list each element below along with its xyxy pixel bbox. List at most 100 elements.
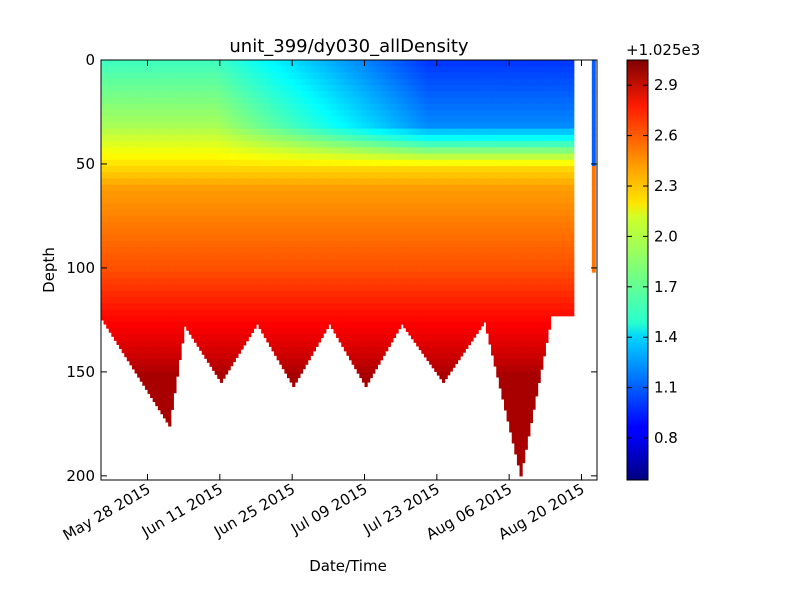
density-cell bbox=[292, 103, 296, 111]
density-cell bbox=[165, 153, 169, 161]
density-cell bbox=[243, 284, 247, 292]
density-column bbox=[302, 60, 306, 370]
density-column bbox=[250, 60, 255, 333]
density-cell bbox=[307, 166, 311, 173]
density-cell bbox=[330, 240, 335, 248]
density-cell bbox=[168, 116, 172, 123]
density-cell bbox=[328, 91, 332, 99]
density-cell bbox=[137, 97, 141, 105]
density-cell bbox=[292, 384, 296, 388]
density-cell bbox=[230, 259, 234, 267]
density-cell bbox=[299, 184, 304, 192]
density-column bbox=[256, 60, 260, 325]
density-cell bbox=[354, 247, 358, 254]
density-cell bbox=[299, 141, 304, 148]
density-cell bbox=[219, 109, 224, 117]
density-cell bbox=[346, 278, 350, 286]
density-cell bbox=[333, 116, 337, 123]
density-cell bbox=[261, 60, 265, 67]
density-cell bbox=[281, 253, 286, 261]
density-cell bbox=[289, 365, 293, 373]
density-cell bbox=[113, 103, 118, 111]
density-cell bbox=[268, 203, 273, 211]
density-cell bbox=[150, 359, 154, 367]
density-cell bbox=[152, 247, 156, 254]
density-cell bbox=[227, 134, 231, 142]
density-cell bbox=[165, 309, 169, 317]
density-cell bbox=[349, 228, 353, 236]
density-cell bbox=[276, 84, 280, 92]
density-cell bbox=[217, 153, 221, 161]
density-cell bbox=[315, 184, 319, 192]
density-cell bbox=[310, 172, 314, 180]
density-cell bbox=[276, 222, 280, 230]
density-cell bbox=[253, 197, 257, 205]
density-cell bbox=[163, 203, 167, 211]
density-cell bbox=[263, 190, 267, 198]
density-cell bbox=[227, 315, 231, 323]
density-cell bbox=[243, 116, 247, 123]
density-cell bbox=[256, 184, 260, 192]
density-cell bbox=[209, 284, 213, 292]
density-cell bbox=[142, 378, 146, 385]
density-cell bbox=[356, 346, 360, 354]
density-cell bbox=[351, 147, 355, 155]
density-cell bbox=[323, 321, 327, 329]
density-cell bbox=[320, 60, 324, 67]
density-cell bbox=[271, 109, 275, 117]
density-cell bbox=[263, 259, 267, 267]
density-cell bbox=[152, 72, 156, 80]
density-cell bbox=[328, 215, 332, 223]
density-cell bbox=[328, 228, 332, 236]
density-cell bbox=[209, 303, 213, 311]
density-cell bbox=[245, 190, 249, 198]
density-cell bbox=[356, 147, 360, 155]
density-cell bbox=[106, 147, 110, 155]
density-cell bbox=[106, 290, 110, 298]
density-cell bbox=[336, 315, 340, 323]
density-cell bbox=[289, 346, 293, 354]
density-cell bbox=[227, 209, 231, 217]
density-cell bbox=[354, 209, 358, 217]
density-cell bbox=[287, 284, 291, 292]
density-cell bbox=[108, 209, 112, 217]
density-cell bbox=[157, 215, 162, 223]
density-cell bbox=[144, 384, 149, 390]
density-cell bbox=[276, 359, 280, 361]
density-cell bbox=[212, 284, 216, 292]
density-cell bbox=[183, 147, 187, 155]
density-cell bbox=[230, 116, 234, 123]
density-cell bbox=[173, 209, 177, 217]
density-cell bbox=[305, 128, 309, 136]
density-cell bbox=[299, 371, 304, 374]
density-cell bbox=[132, 103, 136, 111]
density-cell bbox=[121, 222, 125, 230]
density-cell bbox=[263, 265, 267, 273]
density-cell bbox=[297, 240, 301, 248]
density-cell bbox=[217, 346, 221, 354]
density-cell bbox=[111, 128, 115, 136]
density-column bbox=[268, 60, 273, 347]
density-cell bbox=[294, 290, 298, 298]
density-cell bbox=[302, 365, 306, 370]
density-cell bbox=[261, 141, 265, 148]
density-cell bbox=[356, 234, 360, 242]
density-cell bbox=[155, 222, 159, 230]
density-cell bbox=[323, 203, 327, 211]
density-cell bbox=[287, 234, 291, 242]
density-cell bbox=[276, 91, 280, 99]
density-cell bbox=[188, 128, 193, 136]
density-cell bbox=[325, 203, 329, 211]
density-cell bbox=[106, 209, 110, 217]
density-cell bbox=[222, 122, 226, 130]
density-cell bbox=[307, 147, 311, 155]
density-cell bbox=[175, 334, 180, 342]
density-cell bbox=[121, 116, 125, 123]
density-cell bbox=[181, 240, 185, 248]
density-cell bbox=[157, 97, 162, 105]
density-cell bbox=[222, 272, 226, 279]
density-cell bbox=[336, 197, 340, 205]
density-cell bbox=[155, 109, 159, 117]
density-cell bbox=[155, 190, 159, 198]
density-cell bbox=[219, 97, 224, 105]
